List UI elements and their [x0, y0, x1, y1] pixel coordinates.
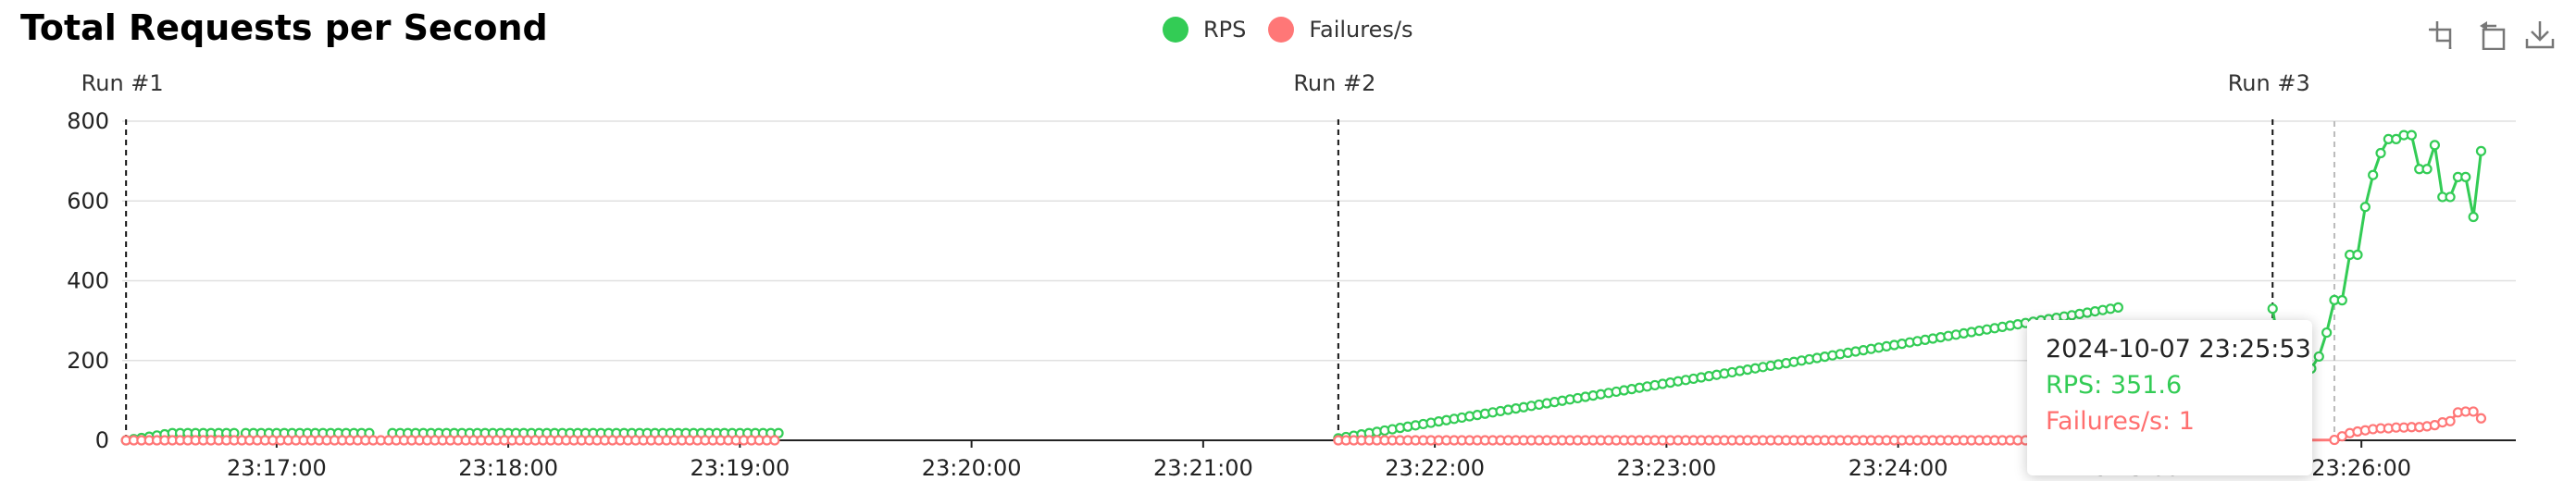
- y-tick-label: 200: [67, 348, 109, 374]
- legend-rps-label: RPS: [1203, 17, 1247, 43]
- x-tick-label: 23:21:00: [1153, 455, 1253, 481]
- x-tick-label: 23:23:00: [1616, 455, 1716, 481]
- zoom-icon[interactable]: [2428, 18, 2459, 50]
- rps-point: [2429, 140, 2441, 151]
- tooltip-failures: Failures/s: 1: [2046, 407, 2195, 436]
- rps-point: [2460, 171, 2471, 182]
- x-tick-label: 23:22:00: [1385, 455, 1485, 481]
- failures-point: [769, 435, 780, 446]
- x-tick-label: 23:26:00: [2311, 455, 2411, 481]
- run-marker-label: Run #2: [1293, 70, 1375, 96]
- rps-point: [2406, 130, 2417, 141]
- x-tick-label: 23:20:00: [922, 455, 1022, 481]
- rps-point: [2375, 147, 2386, 159]
- legend-failures-marker: [1268, 17, 1295, 43]
- failures-point: [2468, 406, 2479, 417]
- rps-point: [2368, 169, 2379, 180]
- failures-point: [2445, 415, 2456, 426]
- rps-point: [2321, 327, 2333, 339]
- rps-point: [2359, 202, 2371, 213]
- legend-item-failures[interactable]: Failures/s: [1268, 17, 1412, 43]
- x-tick-label: 23:19:00: [690, 455, 790, 481]
- y-tick-label: 0: [95, 427, 109, 453]
- tooltip: 2024-10-07 23:25:53 RPS: 351.6 Failures/…: [2027, 320, 2312, 475]
- rps-point: [2391, 133, 2402, 145]
- rps-point: [2421, 164, 2433, 175]
- chart-title: Total Requests per Second: [20, 7, 548, 48]
- run-marker-label: Run #1: [81, 70, 164, 96]
- rps-point: [2313, 351, 2324, 363]
- legend-failures-label: Failures/s: [1309, 17, 1413, 43]
- zoom-reset-icon[interactable]: [2476, 18, 2508, 51]
- y-tick-label: 800: [67, 108, 109, 134]
- rps-point: [2336, 295, 2347, 306]
- rps-point: [2352, 249, 2363, 261]
- x-tick-label: 23:18:00: [458, 455, 558, 481]
- rps-point: [2468, 211, 2479, 223]
- legend-rps-marker: [1163, 17, 1188, 43]
- failures-point: [2475, 413, 2487, 424]
- rps-point: [2445, 191, 2456, 203]
- rps-point: [2475, 145, 2487, 156]
- rps-point: [2267, 303, 2278, 314]
- x-tick-label: 23:17:00: [227, 455, 327, 481]
- y-tick-label: 400: [67, 268, 109, 294]
- legend-item-rps[interactable]: RPS: [1163, 17, 1246, 43]
- run-marker-label: Run #3: [2228, 70, 2310, 96]
- x-tick-label: 23:24:00: [1848, 455, 1948, 481]
- rps-point: [2112, 302, 2123, 313]
- tooltip-rps: RPS: 351.6: [2046, 371, 2183, 400]
- y-tick-label: 600: [67, 188, 109, 214]
- toolbox: [2428, 18, 2556, 51]
- legend: RPS Failures/s: [1163, 11, 1435, 48]
- tooltip-time: 2024-10-07 23:25:53: [2046, 335, 2311, 364]
- download-icon[interactable]: [2524, 18, 2556, 50]
